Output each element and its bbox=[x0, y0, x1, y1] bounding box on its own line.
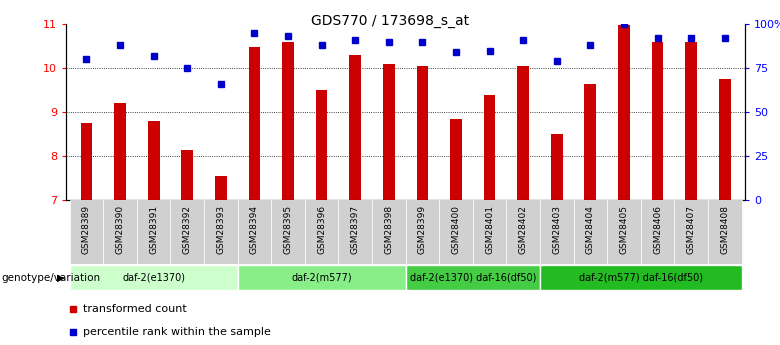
Bar bbox=[69, 265, 238, 290]
Bar bbox=[484, 96, 495, 200]
Bar bbox=[540, 265, 742, 290]
Bar bbox=[383, 64, 395, 200]
Bar bbox=[282, 42, 294, 200]
Bar bbox=[349, 55, 361, 200]
Bar bbox=[708, 200, 742, 264]
Bar bbox=[506, 200, 540, 264]
Text: daf-2(e1370): daf-2(e1370) bbox=[122, 273, 185, 283]
Bar bbox=[316, 90, 328, 200]
Text: GSM28401: GSM28401 bbox=[485, 205, 494, 254]
Text: GSM28396: GSM28396 bbox=[317, 205, 326, 254]
Text: GSM28404: GSM28404 bbox=[586, 205, 595, 254]
Text: transformed count: transformed count bbox=[83, 304, 187, 314]
Bar bbox=[675, 200, 708, 264]
Text: GSM28397: GSM28397 bbox=[351, 205, 360, 254]
Text: GSM28392: GSM28392 bbox=[183, 205, 192, 254]
Text: GSM28408: GSM28408 bbox=[720, 205, 729, 254]
Bar bbox=[719, 79, 731, 200]
Text: GSM28407: GSM28407 bbox=[686, 205, 696, 254]
Text: daf-2(e1370) daf-16(df50): daf-2(e1370) daf-16(df50) bbox=[410, 273, 536, 283]
Bar bbox=[573, 200, 607, 264]
Bar bbox=[540, 200, 573, 264]
Text: daf-2(m577) daf-16(df50): daf-2(m577) daf-16(df50) bbox=[579, 273, 703, 283]
Bar bbox=[406, 265, 540, 290]
Bar bbox=[147, 121, 160, 200]
Text: genotype/variation: genotype/variation bbox=[2, 273, 101, 283]
Text: GSM28393: GSM28393 bbox=[216, 205, 225, 254]
Text: GSM28406: GSM28406 bbox=[653, 205, 662, 254]
Text: GSM28400: GSM28400 bbox=[452, 205, 460, 254]
Text: percentile rank within the sample: percentile rank within the sample bbox=[83, 327, 271, 337]
Text: GSM28390: GSM28390 bbox=[115, 205, 125, 254]
Text: GSM28394: GSM28394 bbox=[250, 205, 259, 254]
Bar bbox=[114, 104, 126, 200]
Text: GSM28398: GSM28398 bbox=[385, 205, 393, 254]
Text: GSM28399: GSM28399 bbox=[418, 205, 427, 254]
Bar bbox=[640, 200, 675, 264]
Bar bbox=[372, 200, 406, 264]
Bar bbox=[607, 200, 640, 264]
Bar bbox=[439, 200, 473, 264]
Bar bbox=[271, 200, 305, 264]
Bar bbox=[204, 200, 238, 264]
Text: ▶: ▶ bbox=[57, 273, 65, 283]
Bar bbox=[238, 265, 406, 290]
Bar bbox=[339, 200, 372, 264]
Text: GDS770 / 173698_s_at: GDS770 / 173698_s_at bbox=[311, 14, 469, 28]
Text: daf-2(m577): daf-2(m577) bbox=[291, 273, 352, 283]
Bar bbox=[136, 200, 171, 264]
Text: GSM28402: GSM28402 bbox=[519, 205, 528, 254]
Bar bbox=[171, 200, 204, 264]
Bar bbox=[249, 47, 261, 200]
Bar bbox=[215, 176, 227, 200]
Bar bbox=[618, 26, 629, 200]
Bar bbox=[305, 200, 339, 264]
Bar bbox=[69, 200, 103, 264]
Bar bbox=[103, 200, 136, 264]
Bar bbox=[651, 42, 664, 200]
Bar bbox=[182, 149, 193, 200]
Bar bbox=[450, 119, 462, 200]
Text: GSM28395: GSM28395 bbox=[283, 205, 292, 254]
Bar bbox=[517, 66, 529, 200]
Text: GSM28405: GSM28405 bbox=[619, 205, 629, 254]
Bar bbox=[80, 123, 92, 200]
Bar bbox=[686, 42, 697, 200]
Bar bbox=[417, 66, 428, 200]
Bar bbox=[551, 134, 562, 200]
Text: GSM28403: GSM28403 bbox=[552, 205, 562, 254]
Text: GSM28391: GSM28391 bbox=[149, 205, 158, 254]
Text: GSM28389: GSM28389 bbox=[82, 205, 91, 254]
Bar bbox=[238, 200, 271, 264]
Bar bbox=[473, 200, 506, 264]
Bar bbox=[584, 83, 596, 200]
Bar bbox=[406, 200, 439, 264]
